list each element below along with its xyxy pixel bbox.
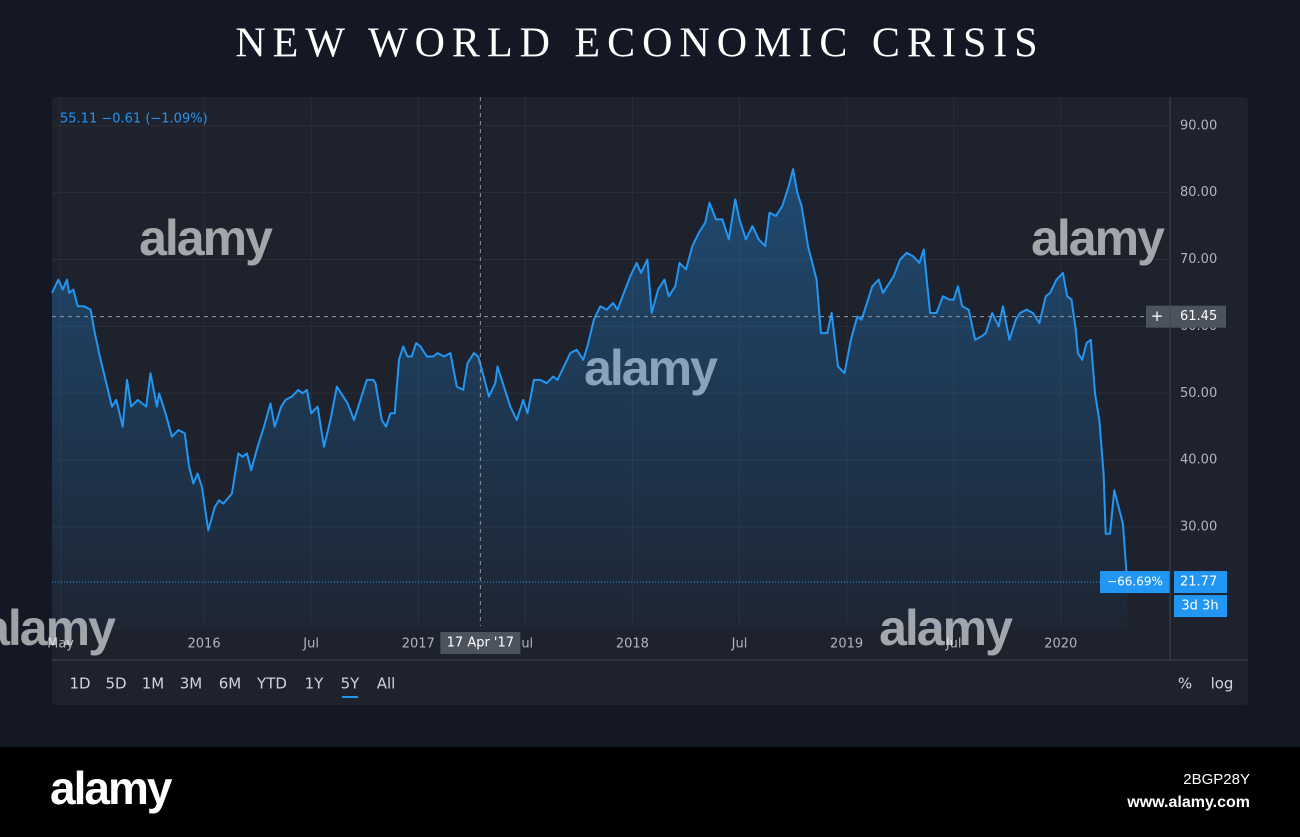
y-tick-label: 40.00 bbox=[1180, 453, 1217, 468]
crosshair-x-label-bg bbox=[440, 632, 521, 654]
x-tick-label: 2019 bbox=[830, 637, 863, 652]
range-button[interactable]: 1Y bbox=[305, 675, 325, 693]
x-tick-label: Jul bbox=[731, 637, 748, 652]
price-line bbox=[51, 168, 1129, 583]
y-tick-label: 80.00 bbox=[1180, 185, 1217, 200]
footer-brand: alamy bbox=[50, 762, 173, 814]
x-tick-label: Jul bbox=[945, 637, 962, 652]
change-label: −66.69% bbox=[1107, 575, 1163, 589]
crosshair-y-label-bg bbox=[1146, 305, 1226, 328]
countdown-label: 3d 3h bbox=[1181, 599, 1218, 614]
x-tick-label: Jul bbox=[516, 637, 533, 652]
x-tick-label: 2018 bbox=[616, 637, 649, 652]
y-tick-label: 70.00 bbox=[1180, 252, 1217, 267]
range-button[interactable]: 1D bbox=[69, 675, 90, 693]
option-button[interactable]: % bbox=[1178, 675, 1192, 693]
last-price-label-bg bbox=[1174, 571, 1227, 594]
change-label-bg bbox=[1100, 571, 1170, 594]
range-button[interactable]: 6M bbox=[219, 675, 242, 693]
watermark: alamy bbox=[1031, 210, 1165, 266]
x-tick-label: 2020 bbox=[1044, 637, 1077, 652]
legend-text: 55.11 −0.61 (−1.09%) bbox=[60, 112, 208, 127]
countdown-bg bbox=[1174, 595, 1227, 618]
image-id: 2BGP28Y bbox=[1183, 771, 1250, 788]
y-tick-label: 90.00 bbox=[1180, 118, 1217, 133]
footer-url: www.alamy.com bbox=[1126, 794, 1250, 811]
y-tick-label: 50.00 bbox=[1180, 386, 1217, 401]
crosshair-plus: + bbox=[1151, 307, 1164, 325]
last-price-label: 21.77 bbox=[1180, 575, 1217, 590]
x-tick-label: 2016 bbox=[188, 637, 221, 652]
range-button[interactable]: 3M bbox=[180, 675, 203, 693]
range-button[interactable]: 5Y bbox=[341, 675, 361, 693]
range-button[interactable]: 5D bbox=[105, 675, 126, 693]
range-button[interactable]: YTD bbox=[256, 675, 287, 693]
plot-area: 30.0040.0050.0060.0070.0080.0090.00May20… bbox=[0, 97, 1227, 656]
footer-band bbox=[0, 747, 1300, 837]
crosshair-y-label: 61.45 bbox=[1180, 309, 1217, 324]
range-button[interactable]: All bbox=[377, 675, 396, 693]
x-tick-label: May bbox=[47, 637, 74, 652]
watermark: alamy bbox=[139, 210, 273, 266]
x-tick-label: Jul bbox=[302, 637, 319, 652]
option-button[interactable]: log bbox=[1211, 675, 1234, 693]
range-button[interactable]: 1M bbox=[142, 675, 165, 693]
crosshair-x-label: 17 Apr '17 bbox=[447, 636, 514, 651]
toolbar: 1D 5D 1M 3M 6M YTD 1Y 5Y All% log bbox=[69, 675, 1233, 698]
page-title: NEW WORLD ECONOMIC CRISIS bbox=[235, 21, 1044, 67]
x-tick-label: 2017 bbox=[402, 637, 435, 652]
area bbox=[52, 169, 1128, 630]
y-tick-label: 30.00 bbox=[1180, 520, 1217, 535]
